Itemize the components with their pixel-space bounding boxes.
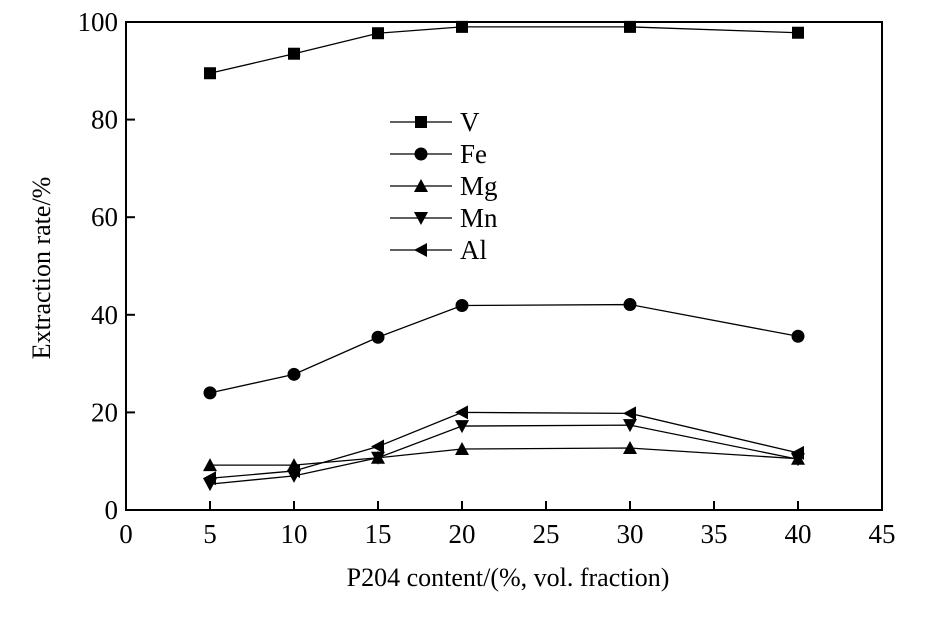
- y-tick-label: 60: [91, 202, 118, 232]
- legend-marker: [414, 243, 427, 257]
- legend-item-al: Al: [390, 235, 487, 265]
- x-tick-label: 45: [869, 519, 896, 549]
- series-line-fe: [209, 303, 799, 394]
- plot-border: [125, 21, 883, 511]
- series-fe: [203, 298, 805, 400]
- data-point-v: [288, 47, 300, 60]
- data-point-al: [287, 463, 300, 478]
- data-point-fe: [203, 386, 217, 400]
- data-point-al: [203, 471, 216, 486]
- x-tick-label: 30: [617, 519, 644, 549]
- x-tick-label: 10: [281, 519, 308, 549]
- series-line-mn: [209, 424, 799, 485]
- legend-marker: [414, 179, 428, 192]
- x-axis-title: P204 content/(%, vol. fraction): [347, 563, 670, 592]
- series-mn: [203, 419, 805, 492]
- legend-marker: [414, 147, 428, 161]
- series-layer: [203, 20, 805, 492]
- x-tick-label: 35: [701, 519, 728, 549]
- data-point-mn: [371, 451, 385, 465]
- data-point-mg: [455, 442, 469, 455]
- legend-item-mg: Mg: [390, 171, 498, 201]
- x-axis: 0 5 10 15 20 25 30 35 40 45: [119, 501, 896, 549]
- data-point-v: [204, 67, 216, 80]
- legend-item-v: V: [390, 107, 480, 137]
- data-point-fe: [791, 329, 805, 343]
- legend-marker: [415, 116, 427, 128]
- plot-frame: [125, 21, 883, 511]
- x-tick-label: 0: [119, 519, 133, 549]
- data-point-v: [372, 27, 384, 40]
- y-axis-title: Extraction rate/%: [27, 177, 56, 360]
- data-point-mn: [623, 419, 637, 433]
- y-tick-label: 80: [91, 105, 118, 135]
- x-tick-label: 5: [203, 519, 217, 549]
- x-tick-label: 20: [449, 519, 476, 549]
- data-point-fe: [623, 298, 637, 312]
- data-point-mg: [203, 458, 217, 472]
- data-point-v: [456, 20, 468, 33]
- legend-label: Al: [460, 235, 487, 265]
- data-point-al: [791, 445, 804, 460]
- legend-label: Fe: [460, 139, 487, 169]
- series-al: [203, 405, 804, 486]
- series-line-al: [209, 411, 799, 479]
- y-tick-label: 40: [91, 300, 118, 330]
- legend-item-mn: Mn: [390, 203, 498, 233]
- legend-label: Mn: [460, 203, 498, 233]
- data-point-al: [455, 405, 468, 420]
- legend-marker: [414, 212, 428, 225]
- legend-item-fe: Fe: [390, 139, 487, 169]
- data-point-fe: [455, 299, 469, 313]
- data-point-v: [624, 20, 636, 33]
- series-line-mg: [210, 447, 799, 466]
- data-point-al: [371, 439, 384, 454]
- x-tick-label: 40: [785, 519, 812, 549]
- y-tick-label: 0: [105, 495, 119, 525]
- data-point-fe: [287, 367, 301, 381]
- series-mg: [203, 441, 805, 472]
- series-v: [204, 20, 804, 80]
- data-point-mg: [623, 441, 637, 455]
- y-axis: 0 20 40 60 80 100: [78, 7, 135, 525]
- series-line-v: [209, 26, 799, 74]
- data-point-mn: [455, 420, 469, 434]
- legend-label: V: [460, 107, 480, 137]
- x-tick-label: 25: [533, 519, 560, 549]
- data-point-al: [623, 406, 636, 421]
- x-tick-label: 15: [365, 519, 392, 549]
- y-tick-label: 100: [78, 7, 119, 37]
- legend-label: Mg: [460, 171, 498, 201]
- y-tick-label: 20: [91, 397, 118, 427]
- data-point-fe: [371, 330, 385, 344]
- data-point-v: [792, 26, 804, 39]
